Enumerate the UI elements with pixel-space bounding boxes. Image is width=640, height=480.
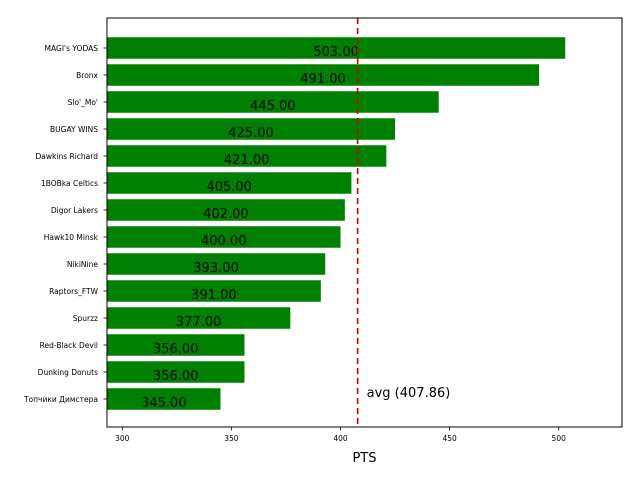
data-label: 393.00 [193, 261, 239, 276]
data-label: 400.00 [201, 234, 247, 249]
y-tick-label: Dunking Donuts [38, 368, 98, 377]
bar [107, 334, 245, 356]
bar [107, 172, 352, 194]
y-tick-label: 1BOBka Celtics [41, 179, 98, 188]
x-axis-label: PTS [352, 451, 376, 466]
y-tick-label: BUGAY WINS [50, 125, 98, 134]
data-label: 421.00 [224, 153, 270, 168]
x-tick-label: 450 [442, 434, 457, 443]
y-tick-label: MAGI's YODAS [45, 44, 99, 53]
y-tick-label: Slo'_Mo' [68, 98, 98, 107]
bar [107, 199, 345, 221]
y-tick-label: NikiNine [67, 260, 99, 269]
bars-group [107, 37, 566, 410]
bar [107, 280, 321, 302]
data-label: 377.00 [176, 315, 222, 330]
data-label: 356.00 [153, 342, 199, 357]
y-tick-label: Spurzz [73, 314, 98, 323]
y-tick-labels-group: MAGI's YODAS Bronx Slo'_Mo' BUGAY WINS Dawki… [23, 44, 107, 404]
bar [107, 253, 326, 275]
plot-frame [106, 17, 623, 428]
bar [107, 145, 387, 167]
y-tick-label: Digor Lakers [51, 206, 98, 215]
bar [107, 361, 245, 383]
y-tick-label: Raptors_FTW [49, 287, 98, 296]
y-tick-label: Dawkins Richard [36, 152, 99, 161]
x-ticks-group: 300 350 400 450 500 [115, 427, 566, 443]
bar [107, 118, 396, 140]
data-label: 391.00 [191, 288, 237, 303]
x-tick-label: 500 [552, 434, 567, 443]
data-label: 405.00 [206, 180, 252, 195]
bar [107, 91, 439, 113]
data-label: 425.00 [228, 126, 274, 141]
x-tick-label: 350 [224, 434, 239, 443]
x-tick-label: 300 [115, 434, 130, 443]
data-label: 345.00 [141, 396, 187, 411]
y-tick-label: Red-Black Devil [40, 341, 98, 350]
data-label: 491.00 [300, 72, 346, 87]
data-label: 356.00 [153, 369, 199, 384]
bar [107, 307, 291, 329]
bar [107, 388, 221, 410]
x-tick-label: 400 [333, 434, 348, 443]
bar [107, 64, 540, 86]
data-label: 445.00 [250, 99, 296, 114]
average-label: avg (407.86) [367, 386, 451, 401]
bar [107, 226, 341, 248]
y-tick-label: Hawk10 Minsk [44, 233, 99, 242]
y-tick-label: Bronx [76, 71, 98, 80]
data-labels-group: 503.00 491.00 445.00 425.00 421.00 405.00 402.… [141, 45, 359, 411]
y-tick-label: Топчики Димстера [23, 395, 98, 404]
data-label: 402.00 [203, 207, 249, 222]
data-label: 503.00 [313, 45, 359, 60]
bar [107, 37, 566, 59]
